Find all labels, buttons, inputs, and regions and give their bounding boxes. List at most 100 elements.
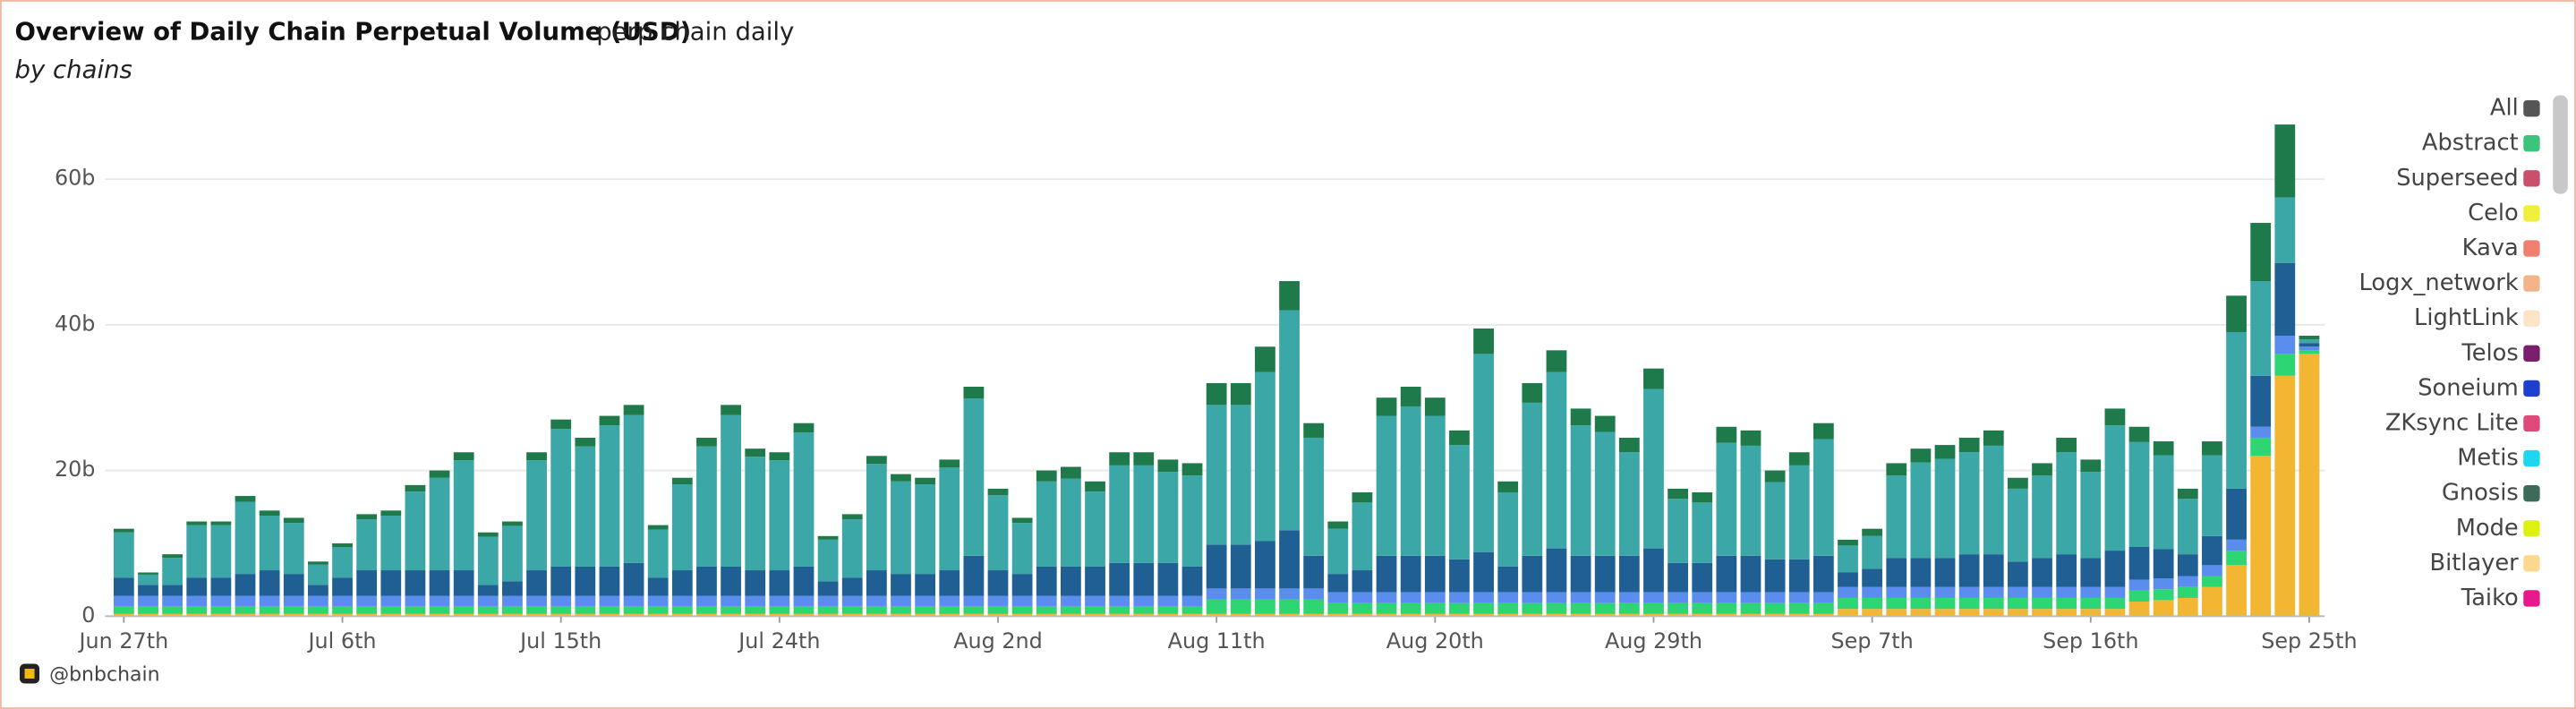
bar-segment (1011, 613, 1033, 617)
bar-segment (1668, 602, 1688, 614)
bar-segment (1958, 452, 1980, 555)
bar-segment (1400, 602, 1421, 614)
bar-segment (623, 562, 644, 596)
bar-segment (2226, 331, 2247, 489)
bar-segment (1400, 406, 1421, 556)
legend-label: Kava (2462, 235, 2519, 261)
bar-segment (1958, 586, 1980, 598)
bar-segment (647, 529, 669, 578)
y-tick-label: 60b (55, 166, 96, 191)
bar-segment (138, 613, 158, 617)
bar-segment (162, 558, 183, 585)
bar-segment (2177, 499, 2198, 555)
bar-segment (866, 456, 887, 465)
bar-segment (235, 613, 256, 617)
bar-segment (1400, 387, 1421, 406)
bar-segment (1085, 566, 1105, 596)
bar-segment (2226, 565, 2247, 617)
bar-segment (841, 606, 863, 614)
bar-segment (1376, 555, 1397, 593)
bar-segment (550, 566, 572, 596)
bar-segment (332, 595, 353, 607)
bar-segment (2177, 488, 2198, 500)
bar-segment (2226, 488, 2247, 540)
bar-segment (2080, 609, 2102, 617)
bar-segment (1618, 613, 1640, 617)
bar-segment (1788, 613, 1810, 617)
bar-segment (2008, 609, 2028, 617)
bar-segment (453, 595, 474, 607)
x-tick-label: Sep 7th (1831, 628, 1914, 653)
bar-segment (1497, 592, 1519, 603)
x-tick-label: Aug 2nd (953, 628, 1043, 653)
bar-segment (1279, 530, 1300, 589)
bar-segment (671, 484, 693, 571)
bar-segment (1279, 588, 1300, 600)
bar-segment (1036, 566, 1057, 596)
bar-segment (1181, 606, 1203, 614)
bar-segment (332, 542, 353, 548)
bar-segment (138, 574, 158, 585)
bar-segment (1546, 372, 1567, 549)
bar-segment (793, 606, 815, 614)
bar-segment (405, 570, 426, 596)
bar-segment (599, 613, 620, 617)
legend-swatch (2523, 345, 2540, 362)
legend-label: Gnosis (2442, 480, 2519, 507)
bar-segment (1983, 430, 2004, 446)
y-tick-label: 0 (81, 602, 95, 628)
bar-segment (1740, 613, 1761, 617)
bar-segment (259, 613, 280, 617)
bar-segment (2153, 577, 2174, 590)
bar-segment (1424, 415, 1446, 556)
bar-segment (1424, 602, 1446, 614)
bar-segment (2250, 437, 2272, 457)
bar-segment (1473, 613, 1494, 617)
bar-segment (356, 613, 378, 617)
bar-segment (769, 606, 790, 614)
bar-segment (429, 570, 450, 596)
legend-swatch (2523, 205, 2540, 222)
bar-segment (1376, 602, 1397, 614)
bar-segment (1473, 602, 1494, 614)
bar-segment (1692, 592, 1713, 603)
bar-segment (526, 570, 547, 596)
legend-label: ZKsync Lite (2385, 409, 2519, 436)
bar-segment (1934, 586, 1956, 598)
bar-segment (550, 429, 572, 567)
bar-segment (1764, 592, 1786, 603)
bar-segment (963, 613, 985, 617)
bar-segment (1570, 408, 1591, 426)
bar-segment (1692, 562, 1713, 593)
source-icon-mark (24, 669, 35, 679)
bar-segment (138, 585, 158, 596)
bar-segment (550, 419, 572, 430)
legend-scrollbar[interactable] (2553, 95, 2568, 194)
bar-segment (599, 425, 620, 567)
legend-swatch (2523, 485, 2540, 502)
bar-segment (841, 595, 863, 607)
bar-segment (1181, 595, 1203, 607)
bar-segment (2032, 609, 2052, 617)
bar-segment (769, 613, 790, 617)
bar-segment (502, 521, 523, 526)
bar-segment (283, 574, 304, 596)
bar-segment (987, 606, 1009, 614)
bar-segment (1594, 555, 1616, 593)
bar-segment (599, 595, 620, 607)
bar-segment (939, 613, 960, 617)
bar-segment (1910, 609, 1932, 617)
bar-segment (915, 574, 936, 596)
bar-segment (1813, 439, 1834, 556)
bar-segment (526, 452, 547, 461)
bar-segment (2274, 124, 2296, 198)
bar-segment (1157, 472, 1179, 563)
bar-segment (745, 448, 766, 457)
bar-segment (502, 595, 523, 607)
bar-segment (1133, 613, 1155, 617)
bar-segment (1181, 475, 1203, 567)
legend-swatch (2523, 240, 2540, 257)
bar-segment (308, 595, 328, 607)
bar-segment (1570, 555, 1591, 593)
legend-swatch (2523, 310, 2540, 327)
